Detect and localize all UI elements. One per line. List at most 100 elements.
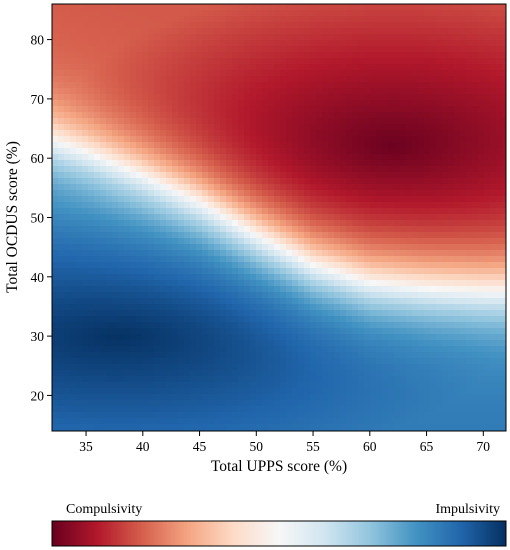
heatmap-cell <box>220 70 227 77</box>
heatmap-cell <box>442 40 449 47</box>
heatmap-cell <box>88 190 95 197</box>
heatmap-cell <box>412 190 419 197</box>
heatmap-cell <box>424 310 431 317</box>
heatmap-cell <box>376 340 383 347</box>
heatmap-cell <box>358 136 365 143</box>
heatmap-cell <box>304 382 311 389</box>
heatmap-cell <box>358 310 365 317</box>
heatmap-cell <box>370 28 377 35</box>
heatmap-cell <box>472 376 479 383</box>
heatmap-cell <box>256 88 263 95</box>
heatmap-cell <box>268 394 275 401</box>
heatmap-cell <box>190 118 197 125</box>
heatmap-cell <box>484 340 491 347</box>
heatmap-cell <box>76 316 83 323</box>
heatmap-cell <box>370 76 377 83</box>
heatmap-cell <box>202 256 209 263</box>
heatmap-cell <box>94 364 101 371</box>
heatmap-cell <box>352 112 359 119</box>
heatmap-cell <box>460 190 467 197</box>
heatmap-cell <box>172 358 179 365</box>
heatmap-cell <box>502 262 506 269</box>
heatmap-cell <box>286 202 293 209</box>
heatmap-cell <box>76 292 83 299</box>
heatmap-cell <box>466 370 473 377</box>
heatmap-cell <box>196 310 203 317</box>
heatmap-cell <box>70 244 77 251</box>
heatmap-cell <box>274 190 281 197</box>
heatmap-cell <box>160 184 167 191</box>
heatmap-cell <box>58 136 65 143</box>
heatmap-cell <box>484 292 491 299</box>
heatmap-cell <box>256 208 263 215</box>
heatmap-cell <box>334 340 341 347</box>
heatmap-cell <box>490 274 497 281</box>
heatmap-cell <box>136 274 143 281</box>
heatmap-cell <box>364 154 371 161</box>
heatmap-cell <box>232 274 239 281</box>
heatmap-cell <box>292 394 299 401</box>
heatmap-cell <box>178 304 185 311</box>
heatmap-cell <box>406 64 413 71</box>
heatmap-cell <box>190 382 197 389</box>
heatmap-cell <box>388 352 395 359</box>
heatmap-cell <box>202 364 209 371</box>
heatmap-cell <box>166 262 173 269</box>
heatmap-cell <box>112 382 119 389</box>
heatmap-cell <box>238 196 245 203</box>
heatmap-cell <box>340 328 347 335</box>
heatmap-cell <box>340 22 347 29</box>
heatmap-cell <box>100 238 107 245</box>
heatmap-cell <box>406 184 413 191</box>
heatmap-cell <box>178 382 185 389</box>
heatmap-cell <box>382 178 389 185</box>
heatmap-cell <box>442 34 449 41</box>
heatmap-cell <box>172 298 179 305</box>
heatmap-cell <box>148 106 155 113</box>
heatmap-cell <box>136 310 143 317</box>
heatmap-cell <box>238 184 245 191</box>
heatmap-cell <box>490 382 497 389</box>
heatmap-cell <box>490 76 497 83</box>
heatmap-cell <box>64 334 71 341</box>
heatmap-cell <box>76 142 83 149</box>
heatmap-cell <box>340 274 347 281</box>
heatmap-cell <box>184 124 191 131</box>
heatmap-cell <box>124 352 131 359</box>
heatmap-cell <box>304 268 311 275</box>
heatmap-cell <box>418 88 425 95</box>
heatmap-cell <box>370 64 377 71</box>
heatmap-cell <box>292 190 299 197</box>
heatmap-cell <box>274 172 281 179</box>
heatmap-cell <box>394 304 401 311</box>
heatmap-cell <box>256 370 263 377</box>
heatmap-cell <box>274 16 281 23</box>
heatmap-cell <box>448 154 455 161</box>
heatmap-cell <box>490 16 497 23</box>
heatmap-cell <box>388 82 395 89</box>
heatmap-cell <box>64 274 71 281</box>
heatmap-cell <box>298 382 305 389</box>
heatmap-cell <box>154 370 161 377</box>
heatmap-cell <box>178 190 185 197</box>
heatmap-cell <box>430 142 437 149</box>
heatmap-cell <box>382 244 389 251</box>
heatmap-cell <box>322 394 329 401</box>
heatmap-cell <box>340 196 347 203</box>
heatmap-cell <box>364 280 371 287</box>
heatmap-cell <box>154 10 161 17</box>
heatmap-cell <box>64 286 71 293</box>
heatmap-cell <box>274 370 281 377</box>
heatmap-cell <box>52 292 59 299</box>
heatmap-cell <box>418 220 425 227</box>
heatmap-cell <box>58 268 65 275</box>
heatmap-cell <box>124 166 131 173</box>
heatmap-cell <box>436 304 443 311</box>
heatmap-cell <box>274 28 281 35</box>
heatmap-cell <box>250 334 257 341</box>
heatmap-cell <box>430 58 437 65</box>
heatmap-cell <box>286 28 293 35</box>
heatmap-cell <box>106 142 113 149</box>
heatmap-cell <box>130 76 137 83</box>
heatmap-cell <box>418 70 425 77</box>
